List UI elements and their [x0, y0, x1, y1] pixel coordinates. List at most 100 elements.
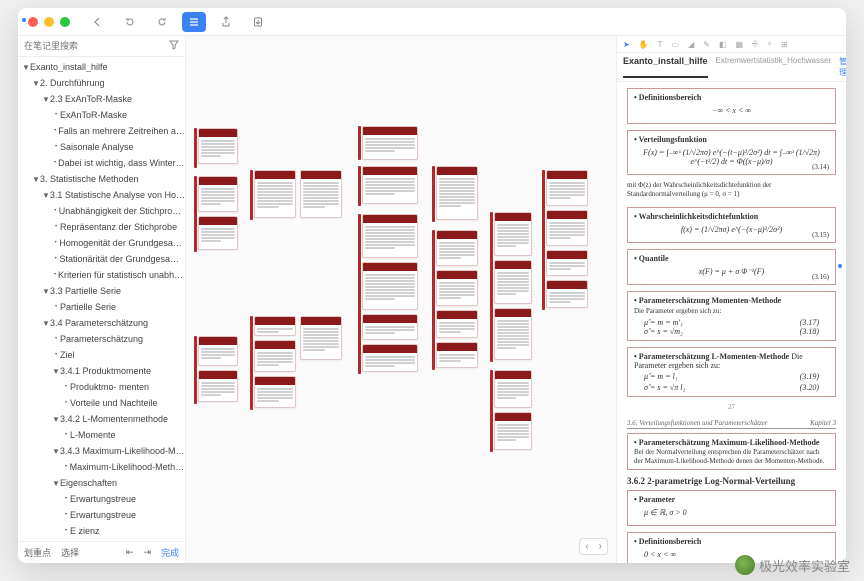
canvas-card[interactable]: [436, 342, 478, 368]
rect-icon[interactable]: ▭: [672, 40, 680, 49]
tree-item[interactable]: •Dabei ist wichtig, dass Winter- und Som…: [18, 155, 185, 171]
canvas-card[interactable]: [198, 128, 238, 164]
tree-item[interactable]: ▼3.4 Parameterschätzung: [18, 315, 185, 331]
tree-item[interactable]: •Repräsentanz der Stichprobe: [18, 219, 185, 235]
canvas-card[interactable]: [254, 376, 296, 408]
maximize-button[interactable]: [60, 17, 70, 27]
rotate-left-button[interactable]: [118, 12, 142, 32]
select-button[interactable]: 选择: [61, 546, 79, 559]
pen-icon[interactable]: ✎: [703, 40, 710, 49]
canvas-card[interactable]: [436, 310, 478, 338]
manage-link[interactable]: 管理: [839, 56, 846, 78]
canvas-column-bar: [358, 166, 361, 206]
canvas[interactable]: ‹ ›: [186, 36, 616, 563]
search-icon[interactable]: ⌕: [768, 39, 772, 49]
tree-item[interactable]: •Unabhängigkeit der Stichprobenwerte: [18, 203, 185, 219]
canvas-card[interactable]: [436, 230, 478, 266]
canvas-card[interactable]: [300, 316, 342, 360]
tree-item[interactable]: ▼3.4.1 Produktmomente: [18, 363, 185, 379]
done-button[interactable]: 完成: [161, 546, 179, 559]
block-verteilungsfunktion: • Verteilungsfunktion F(x) = ∫₋∞ˣ (1/√2π…: [627, 130, 836, 175]
tree-item[interactable]: •ExAnToR-Maske: [18, 107, 185, 123]
export-button[interactable]: [246, 12, 270, 32]
document-view[interactable]: • Definitionsbereich −∞ < x < ∞ • Vertei…: [617, 82, 846, 563]
canvas-card[interactable]: [300, 170, 342, 218]
canvas-card[interactable]: [436, 270, 478, 306]
canvas-nav: ‹ ›: [579, 538, 608, 555]
canvas-card[interactable]: [198, 336, 238, 366]
hand-icon[interactable]: ✋: [639, 40, 649, 49]
canvas-card[interactable]: [362, 314, 418, 340]
outline-tree[interactable]: ▼Exanto_install_hilfe▼2. Durchführung▼2.…: [18, 57, 185, 541]
canvas-card[interactable]: [362, 166, 418, 204]
tree-item[interactable]: •Erwartungstreue: [18, 507, 185, 523]
tree-item[interactable]: ▼3.3 Partielle Serie: [18, 283, 185, 299]
more-icon[interactable]: ⊞: [781, 40, 788, 49]
filter-icon[interactable]: [169, 40, 179, 52]
tree-item[interactable]: ▼3.1 Statistische Analyse von Hochwasser…: [18, 187, 185, 203]
canvas-card[interactable]: [362, 262, 418, 310]
canvas-card[interactable]: [546, 250, 588, 276]
back-button[interactable]: [86, 12, 110, 32]
canvas-card[interactable]: [494, 412, 532, 450]
indent-left-icon[interactable]: ⇤: [126, 547, 134, 558]
canvas-card[interactable]: [436, 166, 478, 220]
tree-item[interactable]: •Saisonale Analyse: [18, 139, 185, 155]
canvas-card[interactable]: [254, 170, 296, 218]
share-button[interactable]: [214, 12, 238, 32]
tree-item[interactable]: ▼Exanto_install_hilfe: [18, 59, 185, 75]
canvas-card[interactable]: [546, 280, 588, 308]
tree-item[interactable]: ▼3. Statistische Methoden: [18, 171, 185, 187]
eraser-icon[interactable]: ◧: [719, 40, 727, 49]
tree-item[interactable]: ▼2. Durchführung: [18, 75, 185, 91]
tree-item[interactable]: •Stationärität der Grundgesamtheit: [18, 251, 185, 267]
canvas-card[interactable]: [546, 170, 588, 206]
nav-prev-button[interactable]: ‹: [580, 539, 593, 554]
tree-item[interactable]: •Falls an mehrere Zeitreihen angepasst..…: [18, 123, 185, 139]
pointer-icon[interactable]: ➤: [623, 40, 630, 49]
canvas-card[interactable]: [494, 212, 532, 256]
tab-exanto[interactable]: Exanto_install_hilfe: [623, 56, 708, 78]
canvas-card[interactable]: [494, 260, 532, 304]
tree-item[interactable]: •Vorteile und Nachteile: [18, 395, 185, 411]
search-input[interactable]: [24, 41, 169, 51]
tree-item[interactable]: •Parameterschätzung: [18, 331, 185, 347]
highlight-icon[interactable]: ◢: [688, 40, 694, 49]
canvas-card[interactable]: [254, 340, 296, 372]
minimize-button[interactable]: [44, 17, 54, 27]
canvas-card[interactable]: [362, 344, 418, 372]
tree-item[interactable]: •Erwartungstreue: [18, 491, 185, 507]
tree-item[interactable]: •Kriterien für statistisch unabhängige H…: [18, 267, 185, 283]
selection-handle[interactable]: [838, 264, 842, 268]
image-icon[interactable]: ▦: [736, 40, 744, 49]
tree-item[interactable]: ▼Eigenschaften: [18, 475, 185, 491]
indent-right-icon[interactable]: ⇥: [143, 547, 151, 558]
tree-item[interactable]: ▼2.3 ExAnToR-Maske: [18, 91, 185, 107]
tree-item[interactable]: •Maximum-Likelihood-Methode: [18, 459, 185, 475]
tree-item[interactable]: •Partielle Serie: [18, 299, 185, 315]
canvas-card[interactable]: [546, 210, 588, 246]
tree-item[interactable]: •L-Momente: [18, 427, 185, 443]
tree-item[interactable]: ▼3.4.3 Maximum-Likelihood-Methode: [18, 443, 185, 459]
canvas-card[interactable]: [198, 216, 238, 250]
nav-next-button[interactable]: ›: [594, 539, 607, 554]
close-button[interactable]: [28, 17, 38, 27]
canvas-card[interactable]: [362, 126, 418, 160]
tree-item[interactable]: •E zienz: [18, 523, 185, 539]
text-icon[interactable]: T: [658, 40, 663, 49]
tree-item[interactable]: •Homogenität der Grundgesamtheit: [18, 235, 185, 251]
list-view-button[interactable]: [182, 12, 206, 32]
tree-item[interactable]: ▼3.4.2 L-Momentenmethode: [18, 411, 185, 427]
tree-item[interactable]: •Ziel: [18, 347, 185, 363]
tab-extremwert[interactable]: Extremwertstatistik_Hochwasser: [716, 56, 832, 78]
canvas-card[interactable]: [198, 176, 238, 212]
link-icon[interactable]: ⎆: [752, 39, 758, 49]
canvas-card[interactable]: [198, 370, 238, 402]
canvas-card[interactable]: [362, 214, 418, 258]
canvas-card[interactable]: [494, 370, 532, 408]
tree-item[interactable]: •Produktmo- menten: [18, 379, 185, 395]
canvas-card[interactable]: [254, 316, 296, 336]
highlight-button[interactable]: 划重点: [24, 546, 51, 559]
rotate-right-button[interactable]: [150, 12, 174, 32]
canvas-card[interactable]: [494, 308, 532, 360]
